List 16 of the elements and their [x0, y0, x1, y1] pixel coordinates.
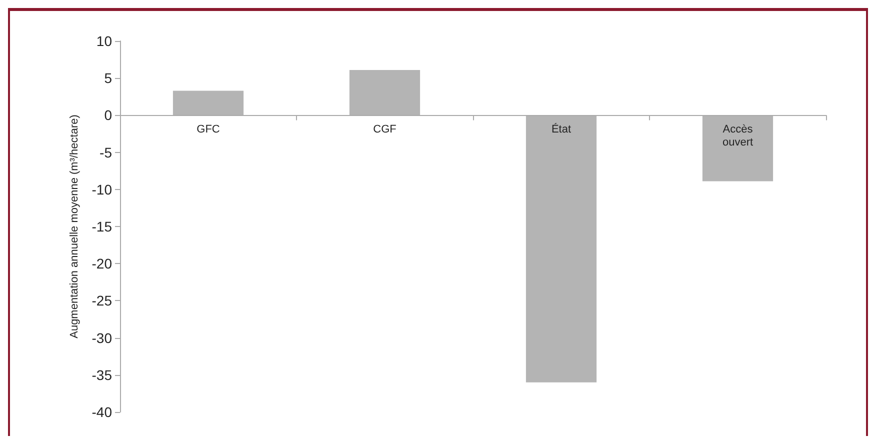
y-tick-label: -30 — [92, 330, 112, 346]
y-tick-label: 0 — [104, 107, 112, 124]
y-tick-label: 5 — [104, 70, 112, 86]
x-tick-label: CGF — [373, 124, 397, 136]
y-tick-label: -10 — [92, 181, 112, 198]
x-tick-label: État — [551, 122, 572, 136]
y-tick-label: 10 — [96, 33, 112, 49]
y-tick-label: -25 — [92, 292, 112, 309]
y-tick-label: -15 — [92, 218, 112, 234]
y-tick-label: -40 — [92, 404, 112, 420]
x-tick-label: GFC — [196, 124, 220, 136]
y-axis-title: Augmentation annuelle moyenne (m³/hectare) — [68, 114, 80, 338]
y-tick-label: -5 — [100, 144, 112, 160]
y-tick-label: -35 — [92, 366, 112, 383]
y-tick-label: -20 — [92, 256, 112, 272]
x-tick-label: Accès ouvert — [722, 124, 754, 149]
